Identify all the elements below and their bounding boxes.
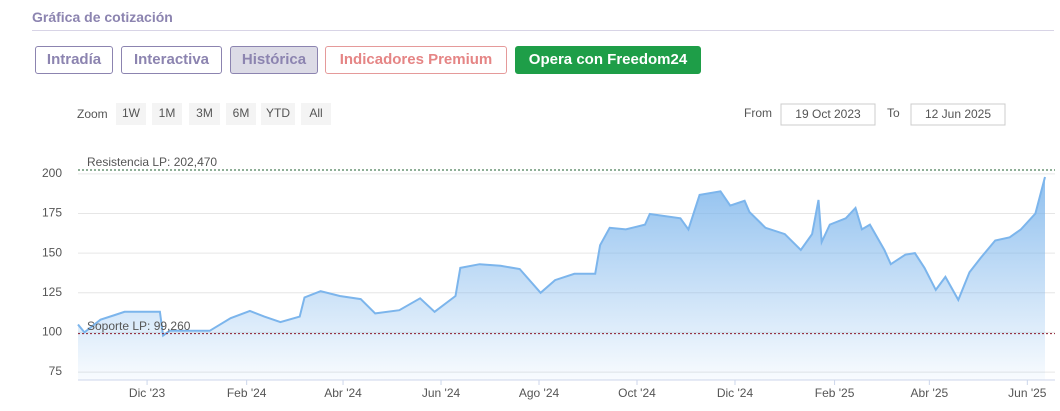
tab[interactable]: Histórica xyxy=(230,46,318,74)
zoom-button[interactable] xyxy=(226,103,256,125)
divider xyxy=(32,30,1054,31)
zoom-button-label[interactable]: 6M xyxy=(233,106,250,120)
zoom-button[interactable] xyxy=(301,103,331,125)
zoom-button-label[interactable]: All xyxy=(309,106,322,120)
y-tick-label: 100 xyxy=(42,325,62,339)
price-line xyxy=(77,176,1046,338)
plot-line-label: Resistencia LP: 202,470 xyxy=(87,155,217,169)
y-tick-label: 175 xyxy=(42,206,62,220)
zoom-button[interactable] xyxy=(189,103,220,125)
tab[interactable]: Interactiva xyxy=(121,46,222,74)
x-tick-label: Jun '24 xyxy=(422,386,461,400)
x-tick-label: Dic '23 xyxy=(129,386,166,400)
to-date[interactable]: 12 Jun 2025 xyxy=(925,107,991,121)
date-input[interactable] xyxy=(910,103,1006,126)
from-label: From xyxy=(744,106,772,120)
y-tick-label: 200 xyxy=(42,166,62,180)
x-tick-label: Jun '25 xyxy=(1008,386,1047,400)
y-tick-label: 150 xyxy=(42,245,62,259)
from-date[interactable]: 19 Oct 2023 xyxy=(795,107,861,121)
zoom-button-label[interactable]: YTD xyxy=(266,106,290,120)
y-tick-label: 75 xyxy=(49,364,63,378)
tab[interactable]: Indicadores Premium xyxy=(325,46,507,74)
x-tick-label: Abr '24 xyxy=(324,386,362,400)
zoom-button-label[interactable]: 1M xyxy=(159,106,176,120)
zoom-button[interactable] xyxy=(261,103,295,125)
section-title: Gráfica de cotización xyxy=(32,9,173,25)
zoom-button-label[interactable]: 3M xyxy=(196,106,213,120)
x-tick-label: Feb '25 xyxy=(815,386,855,400)
tab[interactable]: Intradía xyxy=(35,46,113,74)
y-tick-label: 125 xyxy=(42,285,62,299)
zoom-label: Zoom xyxy=(77,107,108,121)
zoom-button[interactable] xyxy=(116,103,146,125)
zoom-button[interactable] xyxy=(152,103,182,125)
plot-line-label: Soporte LP: 99,260 xyxy=(87,319,191,333)
tab[interactable]: Opera con Freedom24 xyxy=(515,46,701,74)
x-tick-label: Dic '24 xyxy=(717,386,754,400)
x-tick-label: Ago '24 xyxy=(519,386,560,400)
x-tick-label: Oct '24 xyxy=(618,386,656,400)
date-input[interactable] xyxy=(780,103,876,126)
x-tick-label: Abr '25 xyxy=(911,386,949,400)
zoom-button-label[interactable]: 1W xyxy=(122,106,141,120)
x-tick-label: Feb '24 xyxy=(227,386,267,400)
to-label: To xyxy=(887,106,900,120)
